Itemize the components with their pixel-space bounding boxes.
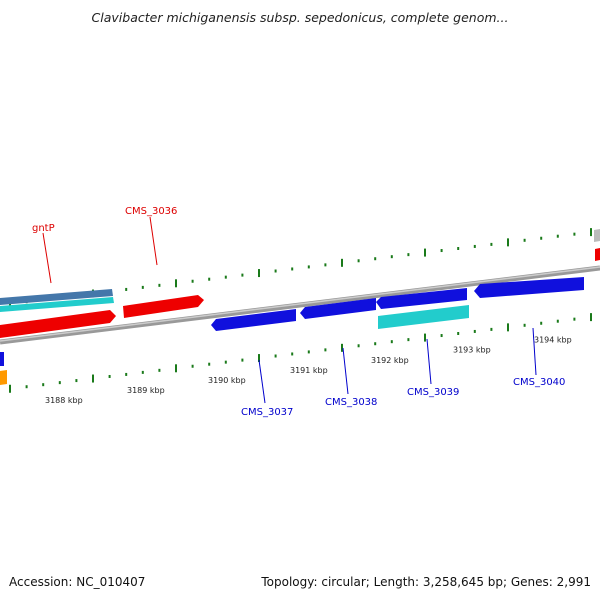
gene-label-CMS_3037[interactable]: CMS_3037 bbox=[241, 407, 293, 418]
tick-label: 3192 kbp bbox=[371, 356, 409, 365]
gene-label-CMS_3040[interactable]: CMS_3040 bbox=[513, 377, 565, 388]
gene-label-CMS_3039[interactable]: CMS_3039 bbox=[407, 387, 459, 398]
gene-arrow-right-edge[interactable] bbox=[595, 248, 600, 261]
backbone-highlight bbox=[0, 266, 600, 342]
feature-bar-cyan-left[interactable] bbox=[0, 297, 114, 312]
backbone-line bbox=[0, 265, 600, 345]
gene-label-CMS_3038[interactable]: CMS_3038 bbox=[325, 397, 377, 408]
tick-label: 3194 kbp bbox=[534, 336, 572, 345]
feature-bar-gray-right[interactable] bbox=[594, 229, 600, 242]
tick-label: 3188 kbp bbox=[45, 396, 83, 405]
gene-label-CMS_3036[interactable]: CMS_3036 bbox=[125, 206, 177, 217]
tick-labels: 3188 kbp 3189 kbp 3190 kbp 3191 kbp 3192 kbp… bbox=[45, 336, 572, 405]
gene-arrow-CMS_3038[interactable] bbox=[300, 298, 376, 319]
feature-track bbox=[0, 229, 600, 385]
map-title: Clavibacter michiganensis subsp. sepedon… bbox=[91, 10, 509, 25]
feature-bar-cyan-CMS_3039[interactable] bbox=[378, 305, 469, 329]
gene-leaders bbox=[42, 216, 537, 404]
tick-label: 3189 kbp bbox=[127, 386, 165, 395]
gene-labels: gntP CMS_3036 CMS_3037 CMS_3038 CMS_3039… bbox=[32, 206, 565, 418]
gene-arrow-CMS_3037[interactable] bbox=[211, 309, 296, 331]
gene-arrow-CMS_3036[interactable] bbox=[123, 295, 204, 318]
accession-text: Accession: NC_010407 bbox=[9, 575, 146, 589]
tick-label: 3191 kbp bbox=[290, 366, 328, 375]
genome-summary-text: Topology: circular; Length: 3,258,645 bp… bbox=[261, 575, 591, 589]
gene-arrow-CMS_3040[interactable] bbox=[474, 277, 584, 298]
feature-bar-blue-left[interactable] bbox=[0, 352, 4, 366]
gene-label-gntP[interactable]: gntP bbox=[32, 223, 55, 234]
tick-row-lower bbox=[9, 313, 592, 393]
feature-bar-steelblue[interactable] bbox=[0, 289, 113, 305]
feature-bar-orange-left[interactable] bbox=[0, 370, 7, 385]
gene-arrow-gntP[interactable] bbox=[0, 310, 116, 338]
gene-arrow-CMS_3039[interactable] bbox=[376, 288, 467, 309]
tick-label: 3193 kbp bbox=[453, 346, 491, 355]
tick-label: 3190 kbp bbox=[208, 376, 246, 385]
